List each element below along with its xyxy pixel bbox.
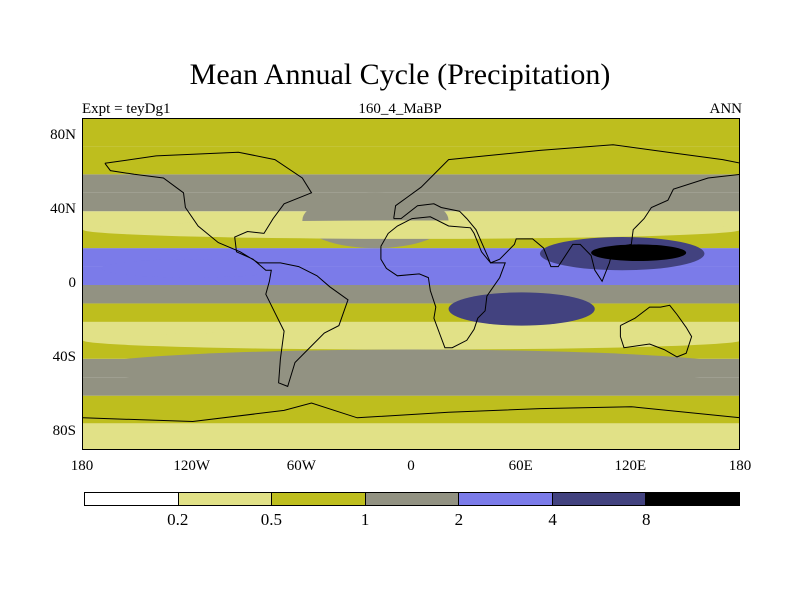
southern-storm-track bbox=[83, 349, 739, 387]
colorbar-swatch bbox=[365, 493, 460, 505]
colorbar-swatch bbox=[552, 493, 647, 505]
y-tick-label: 40N bbox=[50, 201, 76, 218]
x-tick-label: 180 bbox=[70, 458, 94, 474]
y-tick-label: 40S bbox=[52, 348, 76, 365]
chart-title: Mean Annual Cycle (Precipitation) bbox=[189, 58, 611, 91]
colorbar-swatch bbox=[178, 493, 273, 505]
x-tick-label: 180 bbox=[728, 458, 752, 474]
coastline-australia bbox=[619, 304, 693, 358]
x-tick-label: 60W bbox=[286, 458, 316, 474]
y-tick-label: 80N bbox=[50, 127, 76, 144]
colorbar-level-label: 4 bbox=[548, 510, 557, 529]
zonal-band bbox=[83, 303, 739, 322]
colorbar-swatch bbox=[646, 493, 740, 505]
zonal-band bbox=[83, 423, 739, 449]
monsoon-core bbox=[591, 244, 687, 262]
x-tick-label: 120W bbox=[173, 458, 210, 474]
season-label: ANN bbox=[709, 101, 743, 117]
equatorial-pacific-rainband bbox=[101, 259, 285, 278]
y-tick-label: 0 bbox=[68, 275, 77, 291]
x-tick-label: 60E bbox=[508, 458, 533, 474]
x-tick-label: 120E bbox=[614, 458, 647, 474]
zonal-band bbox=[83, 119, 739, 147]
precipitation-map bbox=[83, 119, 739, 449]
subtropical-dry-zone-south bbox=[83, 331, 739, 350]
coastline-americas bbox=[104, 151, 349, 388]
zonal-band bbox=[83, 146, 739, 175]
colorbar-level-label: 0.5 bbox=[260, 510, 283, 529]
indian-ocean-rainband bbox=[448, 292, 595, 326]
zonal-band bbox=[83, 285, 739, 304]
colorbar-swatch bbox=[459, 493, 553, 505]
x-tick-label: 0 bbox=[407, 458, 415, 474]
zonal-band bbox=[83, 174, 739, 193]
colorbar-swatch bbox=[85, 493, 179, 505]
map-plot-area bbox=[82, 118, 740, 450]
colorbar-level-label: 1 bbox=[360, 510, 370, 529]
colorbar-swatch bbox=[272, 493, 366, 505]
colorbar-level-label: 2 bbox=[454, 510, 464, 529]
y-tick-label: 80S bbox=[52, 422, 76, 439]
coastline-africa bbox=[380, 216, 506, 349]
north-atlantic-storm-track bbox=[302, 192, 449, 249]
zonal-band bbox=[83, 395, 739, 424]
subtropical-dry-zone-north bbox=[83, 220, 739, 239]
coastline-eurasia bbox=[393, 144, 739, 283]
coastline-antarctica bbox=[83, 402, 739, 423]
colorbar bbox=[84, 492, 740, 506]
colorbar-level-label: 8 bbox=[642, 510, 651, 529]
period-label: 160_4_MaBP bbox=[358, 101, 442, 117]
colorbar-level-label: 0.2 bbox=[167, 510, 189, 529]
experiment-label: Expt = teyDg1 bbox=[82, 101, 171, 117]
